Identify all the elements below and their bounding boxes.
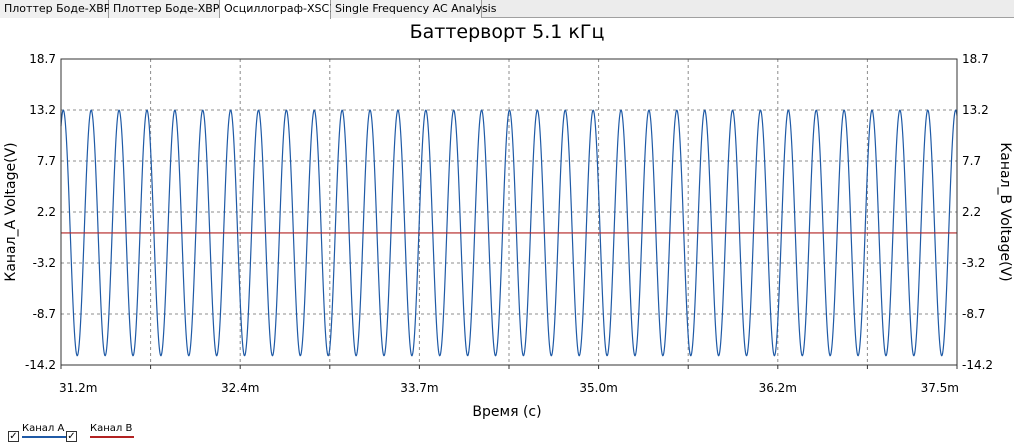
y-tick-label-left: -14.2 [25, 358, 56, 372]
y-axis-left-ticks: 18.7 13.2 7.7 2.2 -3.2 -8.7 -14.2 [25, 52, 56, 372]
channel-b-label: Канал B [90, 423, 133, 434]
x-tick-label: 35.0m [579, 381, 617, 395]
y-tick-label-right: -3.2 [962, 256, 985, 270]
y-tick-label-left: -8.7 [33, 307, 56, 321]
tab-oscilloscope-xsc1[interactable]: Осциллограф-XSC1 [220, 0, 336, 19]
channel-a-label: Канал A [22, 423, 65, 434]
series-line [60, 109, 958, 357]
y-tick-label-right: 2.2 [962, 205, 981, 219]
x-tick-label: 36.2m [759, 381, 797, 395]
x-axis-ticks: 31.2m 32.4m 33.7m 35.0m 36.2m 37.5m [59, 365, 959, 395]
channel-a-swatch [22, 436, 68, 438]
y-tick-label-right: 18.7 [962, 52, 989, 66]
tab-bar: Плоттер Боде-XBP1 Плоттер Боде-XBP2 Осци… [0, 0, 1014, 19]
y-tick-label-right: 7.7 [962, 154, 981, 168]
channel-a-checkbox[interactable]: ✓ [8, 431, 19, 442]
x-tick-label: 32.4m [221, 381, 259, 395]
channel-b-checkbox[interactable]: ✓ [66, 431, 77, 442]
tab-single-frequency-ac-analysis[interactable]: Single Frequency AC Analysis [331, 0, 496, 18]
x-tick-label: 33.7m [400, 381, 438, 395]
y-tick-label-left: 18.7 [29, 52, 56, 66]
y-tick-label-right: -8.7 [962, 307, 985, 321]
y-tick-label-left: 2.2 [37, 205, 56, 219]
tab-bode-xbp1[interactable]: Плоттер Боде-XBP1 [0, 0, 117, 18]
legend-item-channel-b[interactable]: ✓ Канал B [66, 423, 136, 443]
y-tick-label-right: -14.2 [962, 358, 993, 372]
x-axis-label: Время (с) [472, 404, 541, 420]
y-tick-label-left: -3.2 [33, 256, 56, 270]
chart-title: Баттерворт 5.1 кГц [410, 21, 605, 43]
y-tick-label-left: 7.7 [37, 154, 56, 168]
oscilloscope-chart: Баттерворт 5.1 кГц 18.7 13.2 7.7 2.2 -3.2 -8.… [3, 21, 1013, 420]
x-tick-label: 31.2m [59, 381, 97, 395]
y-tick-label-right: 13.2 [962, 103, 989, 117]
y-axis-right-label: Канал_B Voltage(V) [997, 142, 1013, 281]
series-layer [60, 109, 958, 357]
legend-item-channel-a[interactable]: ✓ Канал A [8, 423, 70, 443]
y-axis-left-label: Канал_A Voltage(V) [3, 142, 19, 281]
tab-bode-xbp2[interactable]: Плоттер Боде-XBP2 [109, 0, 226, 18]
x-tick-label: 37.5m [921, 381, 959, 395]
y-tick-label-left: 13.2 [29, 103, 56, 117]
y-axis-right-ticks: 18.7 13.2 7.7 2.2 -3.2 -8.7 -14.2 [962, 52, 993, 372]
channel-b-swatch [90, 436, 134, 438]
